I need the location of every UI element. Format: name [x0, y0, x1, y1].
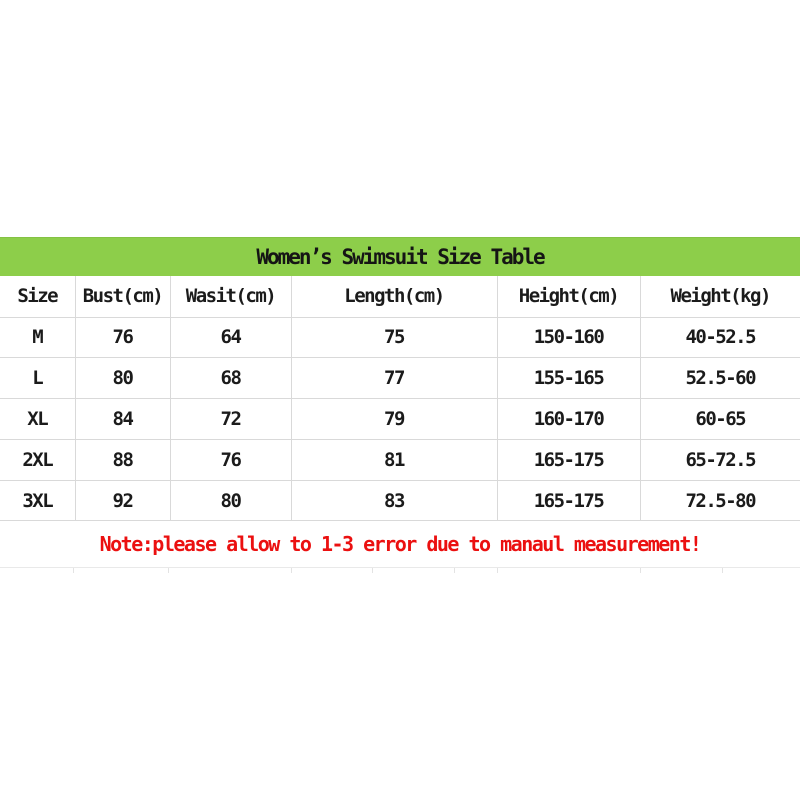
header-row: Size Bust(cm) Wasit(cm) Length(cm) Heigh… — [0, 276, 800, 317]
table-cell: 60-65 — [639, 398, 800, 440]
table-cell: 165-175 — [496, 439, 640, 481]
table-cell: 81 — [290, 439, 497, 481]
table-cell: 65-72.5 — [639, 439, 800, 481]
table-row-m: M 76 64 75 150-160 40-52.5 — [0, 317, 800, 358]
column-header-weight: Weight(kg) — [639, 276, 800, 317]
table-cell: 40-52.5 — [639, 317, 800, 358]
table-cell: 80 — [74, 357, 170, 399]
table-cell: XL — [27, 407, 48, 430]
measurement-note: Note:please allow to 1-3 error due to ma… — [99, 532, 702, 556]
table-row-2xl: 2XL 88 76 81 165-175 65-72.5 — [0, 439, 800, 481]
column-header-size: Size — [17, 285, 58, 308]
column-header-height: Height(cm) — [496, 276, 640, 317]
table-cell: 160-170 — [496, 398, 640, 440]
table-cell: 79 — [290, 398, 497, 440]
table-cell: 150-160 — [496, 317, 640, 358]
table-row-xl: XL 84 72 79 160-170 60-65 — [0, 398, 800, 440]
table-cell: 92 — [74, 480, 170, 521]
table-cell: 68 — [169, 357, 291, 399]
measurement-note-row: Note:please allow to 1-3 error due to ma… — [0, 521, 800, 567]
cropped-next-table-edge — [0, 567, 800, 573]
column-header-bust: Bust(cm) — [74, 276, 170, 317]
table-cell: 155-165 — [496, 357, 640, 399]
table-cell: 72.5-80 — [639, 480, 800, 521]
table-cell: 52.5-60 — [639, 357, 800, 399]
table-cell: 2XL — [22, 448, 53, 471]
table-cell: L — [32, 367, 43, 390]
column-header-wasit: Wasit(cm) — [169, 276, 291, 317]
table-cell: 84 — [74, 398, 170, 440]
table-row-3xl: 3XL 92 80 83 165-175 72.5-80 — [0, 480, 800, 521]
table-cell: 165-175 — [496, 480, 640, 521]
table-cell: 88 — [74, 439, 170, 481]
table-cell: 72 — [169, 398, 291, 440]
table-cell: 75 — [290, 317, 497, 358]
table-cell: 64 — [169, 317, 291, 358]
table-cell: 80 — [169, 480, 291, 521]
column-header-length: Length(cm) — [290, 276, 497, 317]
size-table: Size Bust(cm) Wasit(cm) Length(cm) Heigh… — [0, 276, 800, 521]
table-cell: 76 — [74, 317, 170, 358]
table-title-bar: Women’s Swimsuit Size Table — [0, 237, 800, 276]
table-cell: 83 — [290, 480, 497, 521]
table-cell: 77 — [290, 357, 497, 399]
table-cell: 76 — [169, 439, 291, 481]
table-row-l: L 80 68 77 155-165 52.5-60 — [0, 357, 800, 399]
table-title: Women’s Swimsuit Size Table — [256, 245, 545, 269]
table-cell: 3XL — [22, 489, 53, 512]
table-cell: M — [32, 326, 43, 349]
